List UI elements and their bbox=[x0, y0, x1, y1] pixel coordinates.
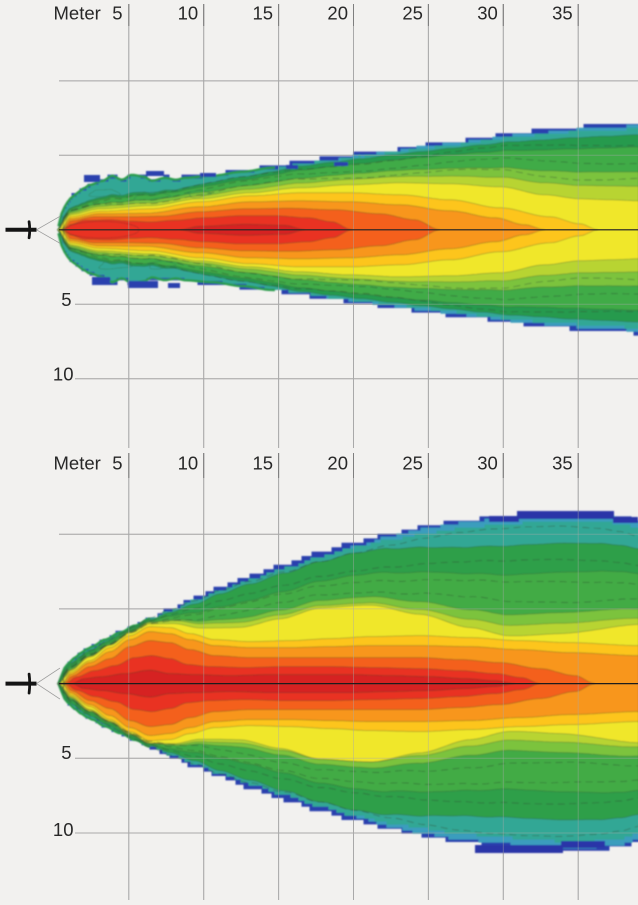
svg-text:5: 5 bbox=[112, 453, 122, 474]
svg-text:35: 35 bbox=[552, 3, 573, 24]
svg-text:Meter: Meter bbox=[54, 3, 101, 24]
svg-text:10: 10 bbox=[53, 819, 74, 840]
svg-text:30: 30 bbox=[477, 453, 498, 474]
svg-text:10: 10 bbox=[178, 453, 199, 474]
svg-text:30: 30 bbox=[477, 3, 498, 24]
svg-text:20: 20 bbox=[327, 453, 348, 474]
svg-text:15: 15 bbox=[253, 3, 274, 24]
svg-text:20: 20 bbox=[327, 3, 348, 24]
svg-text:5: 5 bbox=[61, 742, 71, 763]
svg-text:25: 25 bbox=[402, 453, 423, 474]
svg-text:35: 35 bbox=[552, 453, 573, 474]
svg-text:5: 5 bbox=[112, 3, 122, 24]
svg-text:10: 10 bbox=[178, 3, 199, 24]
svg-text:25: 25 bbox=[402, 3, 423, 24]
svg-text:5: 5 bbox=[61, 289, 71, 310]
svg-text:10: 10 bbox=[53, 364, 74, 385]
svg-text:Meter: Meter bbox=[54, 453, 101, 474]
svg-text:15: 15 bbox=[253, 453, 274, 474]
